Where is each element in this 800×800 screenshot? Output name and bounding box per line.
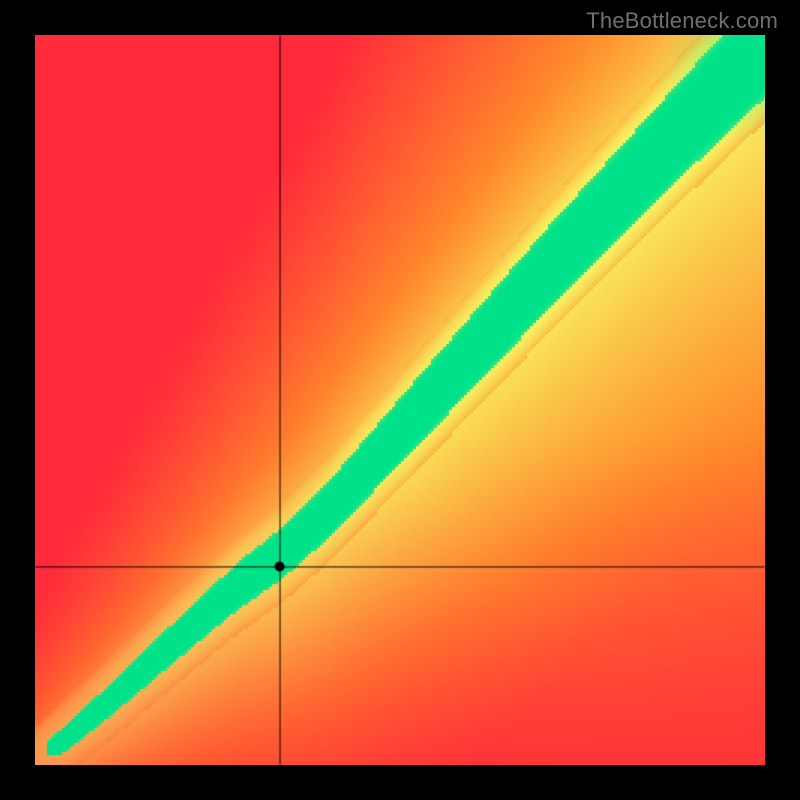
chart-frame: TheBottleneck.com bbox=[0, 0, 800, 800]
heatmap-plot bbox=[35, 35, 765, 765]
watermark-text: TheBottleneck.com bbox=[586, 8, 778, 34]
heatmap-canvas bbox=[35, 35, 765, 765]
